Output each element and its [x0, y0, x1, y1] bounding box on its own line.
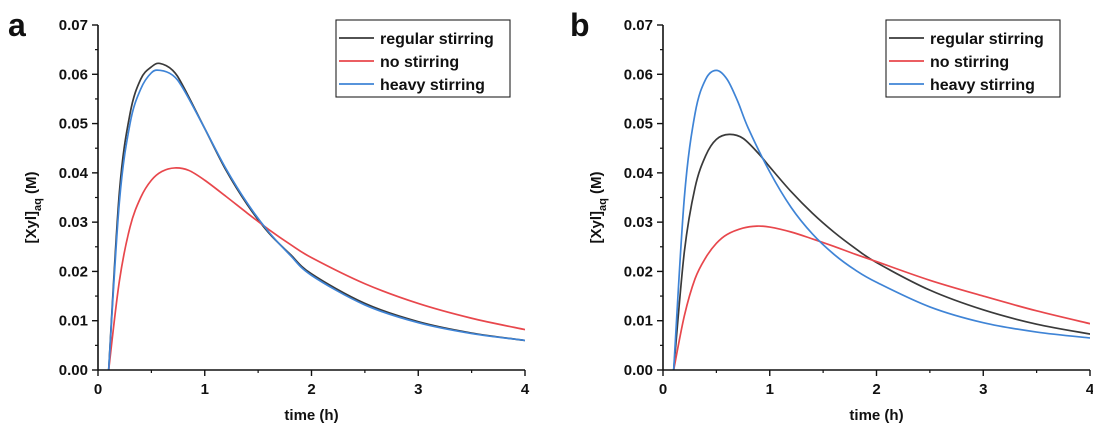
series-line-regular-stirring: [107, 62, 525, 370]
x-tick-label: 4: [521, 381, 530, 398]
y-tick-label: 0.04: [624, 165, 654, 182]
series-group: [107, 62, 525, 370]
legend-label: no stirring: [930, 54, 1009, 71]
series-line-heavy-stirring: [107, 69, 525, 370]
y-tick-label: 0.00: [59, 362, 88, 379]
y-tick-label: 0.07: [59, 17, 88, 34]
y-axis-label-sub: aq: [32, 198, 44, 211]
legend-label: no stirring: [380, 54, 459, 71]
y-tick-label: 0.03: [624, 214, 653, 231]
series-group: [672, 69, 1090, 370]
y-axis-label: [Xyl]aq (M): [23, 171, 44, 243]
y-axis-label-main: [Xyl]: [23, 211, 40, 244]
series-line-heavy-stirring: [672, 69, 1090, 370]
series-line-regular-stirring: [672, 133, 1090, 370]
legend: regular stirring no stirring heavy stirrin…: [885, 19, 1061, 98]
y-axis-label: [Xyl]aq (M): [588, 171, 609, 243]
series-line-no-stirring: [672, 225, 1090, 370]
y-tick-label: 0.03: [59, 214, 88, 231]
y-axis-label-unit: (M): [588, 171, 605, 198]
y-tick-label: 0.05: [59, 116, 88, 133]
legend-label: regular stirring: [380, 31, 494, 48]
x-tick-label: 1: [201, 381, 209, 398]
y-axis-label-unit: (M): [23, 171, 40, 198]
y-tick-label: 0.06: [624, 66, 653, 83]
y-tick-label: 0.02: [624, 263, 653, 280]
y-axis-label-main: [Xyl]: [588, 211, 605, 244]
panel-a: a 0 1 2 3 4 0.00 0.01 0.02 0.03 0.04 0.05 0.06 0.07 ti…: [8, 7, 530, 424]
x-tick-label: 3: [414, 381, 422, 398]
panel-label: a: [8, 7, 26, 43]
y-tick-label: 0.06: [59, 66, 88, 83]
y-tick-label: 0.00: [624, 362, 653, 379]
y-tick-label: 0.01: [624, 313, 653, 330]
x-tick-label: 4: [1086, 381, 1093, 398]
x-tick-label: 1: [766, 381, 774, 398]
x-tick-label: 3: [979, 381, 987, 398]
x-axis-label: time (h): [849, 407, 903, 424]
x-tick-label: 0: [94, 381, 102, 398]
y-tick-label: 0.02: [59, 263, 88, 280]
y-tick-label: 0.04: [59, 165, 89, 182]
legend-label: heavy stirring: [930, 77, 1035, 94]
y-tick-label: 0.01: [59, 313, 88, 330]
series-line-no-stirring: [107, 167, 525, 370]
x-tick-label: 0: [659, 381, 667, 398]
panel-label: b: [570, 7, 590, 43]
legend-label: regular stirring: [930, 31, 1044, 48]
y-tick-label: 0.05: [624, 116, 653, 133]
y-tick-label: 0.07: [624, 17, 653, 34]
legend: regular stirring no stirring heavy stirrin…: [335, 19, 511, 98]
legend-label: heavy stirring: [380, 77, 485, 94]
x-tick-label: 2: [307, 381, 315, 398]
x-tick-label: 2: [872, 381, 880, 398]
y-axis-label-sub: aq: [597, 198, 609, 211]
panel-b: b 0 1 2 3 4 0.00 0.01 0.02 0.03 0.04 0.05 0.06 0.07 ti…: [570, 7, 1093, 424]
x-axis-label: time (h): [284, 407, 338, 424]
